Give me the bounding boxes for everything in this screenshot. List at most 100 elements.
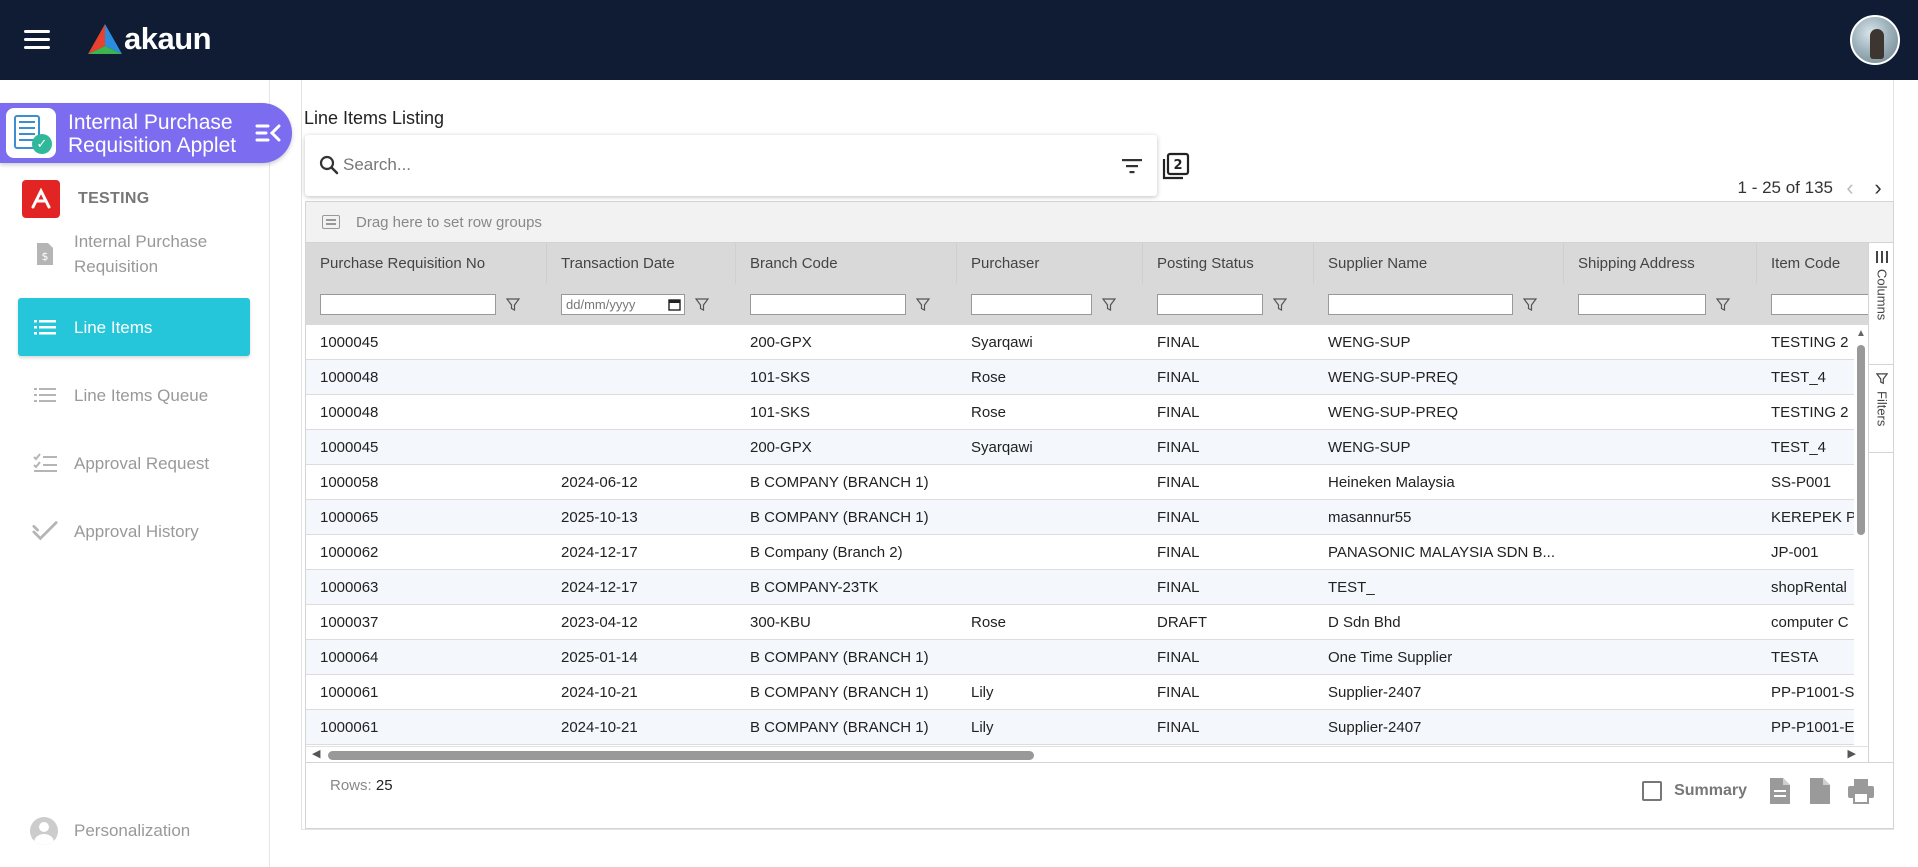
cell-branch-code[interactable]: B COMPANY (BRANCH 1)	[750, 719, 929, 736]
column-header-posting-status[interactable]: Posting Status	[1143, 243, 1314, 284]
cell-shipping-address[interactable]	[1564, 325, 1757, 360]
cell-purchase-requisition-no[interactable]: 1000063	[320, 579, 379, 596]
cell-branch-code[interactable]: 200-GPX	[750, 439, 812, 456]
funnel-filter-icon[interactable]	[695, 297, 709, 312]
cell-supplier-name[interactable]: WENG-SUP-PREQ	[1328, 404, 1459, 421]
horizontal-scrollbar[interactable]: ◀ ▶	[306, 746, 1868, 762]
cell-posting-status[interactable]: FINAL	[1157, 439, 1200, 456]
cell-transaction-date[interactable]: 2025-01-14	[561, 649, 638, 666]
cell-branch-code[interactable]: B COMPANY (BRANCH 1)	[750, 474, 929, 491]
cell-purchaser[interactable]	[957, 640, 1143, 675]
cell-purchase-requisition-no[interactable]: 1000037	[320, 614, 379, 631]
cell-item-code[interactable]: SS-P001	[1771, 474, 1832, 491]
tab-filters[interactable]: Filters	[1869, 365, 1893, 453]
hamburger-menu-icon[interactable]	[24, 30, 50, 50]
calendar-icon[interactable]	[668, 298, 681, 311]
summary-toggle[interactable]: Summary	[1642, 781, 1747, 801]
cell-posting-status[interactable]: FINAL	[1157, 509, 1200, 526]
funnel-filter-icon[interactable]	[1102, 297, 1116, 312]
cell-shipping-address[interactable]	[1564, 360, 1757, 395]
cell-purchase-requisition-no[interactable]: 1000048	[320, 369, 379, 386]
filter-input[interactable]	[1157, 294, 1263, 315]
cell-item-code[interactable]: PP-P1001-S	[1771, 684, 1855, 701]
table-row[interactable]: 1000037 2023-04-12 300-KBU Rose DRAFT D Sdn B…	[306, 605, 1868, 640]
cell-transaction-date[interactable]	[547, 430, 736, 465]
cell-purchase-requisition-no[interactable]: 1000061	[320, 684, 379, 701]
funnel-filter-icon[interactable]	[1716, 297, 1730, 312]
column-header-supplier-name[interactable]: Supplier Name	[1314, 243, 1564, 284]
filter-input[interactable]	[1328, 294, 1513, 315]
cell-purchaser[interactable]: Lily	[971, 719, 994, 736]
cell-posting-status[interactable]: FINAL	[1157, 404, 1200, 421]
organization-selector[interactable]: TESTING	[22, 180, 149, 218]
cell-item-code[interactable]: TEST_4	[1771, 369, 1827, 386]
column-header-purchaser[interactable]: Purchaser	[957, 243, 1143, 284]
cell-purchase-requisition-no[interactable]: 1000048	[320, 404, 379, 421]
cell-supplier-name[interactable]: Supplier-2407	[1328, 719, 1422, 736]
vertical-scroll-thumb[interactable]	[1857, 345, 1865, 535]
scroll-left-icon[interactable]: ◀	[312, 748, 321, 760]
cell-item-code[interactable]: TESTING 2	[1771, 334, 1849, 351]
cell-branch-code[interactable]: 101-SKS	[750, 369, 811, 386]
cell-branch-code[interactable]: 200-GPX	[750, 334, 812, 351]
sidebar-item-line-items-queue[interactable]: Line Items Queue	[18, 380, 250, 410]
table-row[interactable]: 1000061 2024-10-21 B COMPANY (BRANCH 1) Lil…	[306, 675, 1868, 710]
cell-posting-status[interactable]: DRAFT	[1157, 614, 1207, 631]
column-header-shipping-address[interactable]: Shipping Address	[1564, 243, 1757, 284]
cell-supplier-name[interactable]: WENG-SUP-PREQ	[1328, 369, 1459, 386]
search-input[interactable]	[343, 150, 1103, 180]
funnel-filter-icon[interactable]	[1523, 297, 1537, 312]
cell-posting-status[interactable]: FINAL	[1157, 684, 1200, 701]
cell-purchaser[interactable]	[957, 500, 1143, 535]
cell-supplier-name[interactable]: TEST_	[1328, 579, 1375, 596]
table-row[interactable]: 1000064 2025-01-14 B COMPANY (BRANCH 1) FIN…	[306, 640, 1868, 675]
tab-columns[interactable]: Columns	[1869, 243, 1893, 365]
cell-shipping-address[interactable]	[1564, 500, 1757, 535]
table-row[interactable]: 1000061 2024-10-21 B COMPANY (BRANCH 1) Lil…	[306, 710, 1868, 745]
horizontal-scroll-thumb[interactable]	[328, 751, 1034, 760]
cell-shipping-address[interactable]	[1564, 570, 1757, 605]
export-csv-icon[interactable]	[1768, 777, 1792, 805]
cell-purchaser[interactable]: Lily	[971, 684, 994, 701]
cell-item-code[interactable]: computer C	[1771, 614, 1849, 631]
cell-purchase-requisition-no[interactable]: 1000045	[320, 439, 379, 456]
cell-posting-status[interactable]: FINAL	[1157, 334, 1200, 351]
cell-transaction-date[interactable]: 2024-12-17	[561, 544, 638, 561]
cell-supplier-name[interactable]: One Time Supplier	[1328, 649, 1453, 666]
cell-purchase-requisition-no[interactable]: 1000065	[320, 509, 379, 526]
cell-transaction-date[interactable]: 2025-10-13	[561, 509, 638, 526]
cell-shipping-address[interactable]	[1564, 675, 1757, 710]
cell-transaction-date[interactable]: 2024-10-21	[561, 684, 638, 701]
cell-purchaser[interactable]: Rose	[971, 404, 1007, 421]
cell-posting-status[interactable]: FINAL	[1157, 649, 1200, 666]
cell-transaction-date[interactable]: 2023-04-12	[561, 614, 638, 631]
cell-branch-code[interactable]: B COMPANY-23TK	[750, 579, 879, 596]
date-filter-input[interactable]: dd/mm/yyyy	[561, 294, 685, 315]
filter-input[interactable]	[750, 294, 906, 315]
cell-purchase-requisition-no[interactable]: 1000061	[320, 719, 379, 736]
summary-checkbox[interactable]	[1642, 781, 1663, 801]
cell-shipping-address[interactable]	[1564, 535, 1757, 570]
cell-posting-status[interactable]: FINAL	[1157, 544, 1200, 561]
cell-posting-status[interactable]: FINAL	[1157, 579, 1200, 596]
filter-lines-icon[interactable]	[1121, 157, 1143, 175]
cell-purchaser[interactable]	[957, 570, 1143, 605]
column-header-purchase-requisition-no[interactable]: Purchase Requisition No	[306, 243, 547, 284]
table-row[interactable]: 1000065 2025-10-13 B COMPANY (BRANCH 1) FIN…	[306, 500, 1868, 535]
filter-input[interactable]	[320, 294, 496, 315]
funnel-filter-icon[interactable]	[916, 297, 930, 312]
cell-purchaser[interactable]: Rose	[971, 614, 1007, 631]
cell-item-code[interactable]: TESTING 2	[1771, 404, 1849, 421]
table-row[interactable]: 1000048 101-SKS Rose FINAL WENG-SUP-PREQ TEST…	[306, 360, 1868, 395]
cell-branch-code[interactable]: B Company (Branch 2)	[750, 544, 903, 561]
cell-item-code[interactable]: TESTA	[1771, 649, 1819, 666]
personalization-link[interactable]: Personalization	[30, 817, 190, 845]
cell-shipping-address[interactable]	[1564, 605, 1757, 640]
funnel-filter-icon[interactable]	[1273, 297, 1287, 312]
cell-branch-code[interactable]: 300-KBU	[750, 614, 811, 631]
sidebar-item-line-items[interactable]: Line Items	[18, 298, 250, 356]
user-avatar[interactable]	[1850, 15, 1900, 65]
cell-posting-status[interactable]: FINAL	[1157, 719, 1200, 736]
funnel-filter-icon[interactable]	[506, 297, 520, 312]
table-row[interactable]: 1000048 101-SKS Rose FINAL WENG-SUP-PREQ TEST…	[306, 395, 1868, 430]
